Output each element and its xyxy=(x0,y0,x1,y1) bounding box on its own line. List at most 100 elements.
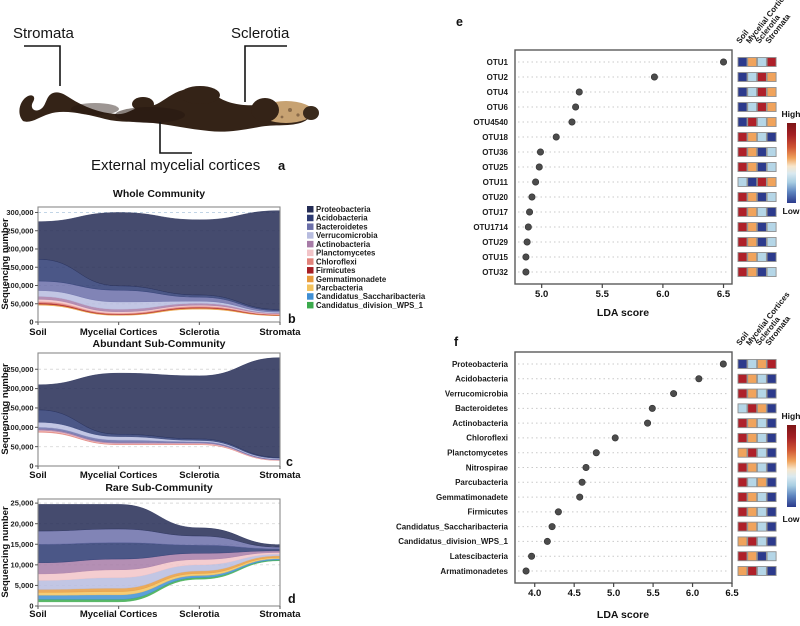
row-label: OTU32 xyxy=(482,268,508,277)
legend-label: Actinobacteria xyxy=(316,240,371,249)
legend-items: ProteobacteriaAcidobacteriaBacteroidetes… xyxy=(307,205,426,310)
heat-cell xyxy=(756,192,767,202)
heat-cell xyxy=(747,536,758,547)
row-label: Acidobacteria xyxy=(455,375,508,384)
legend-swatch xyxy=(307,206,314,213)
heat-cell xyxy=(756,359,767,369)
lda-dot xyxy=(611,434,619,442)
y-axis-label-d: Sequencing number xyxy=(0,506,11,598)
heat-cell xyxy=(766,521,777,532)
heat-cell xyxy=(756,102,767,112)
row-label: OTU18 xyxy=(482,133,508,142)
heat-cell xyxy=(766,373,777,384)
panel-d-chart: Rare Sub-Community Sequencing number d 0… xyxy=(0,482,301,620)
legend-label: Parcbacteria xyxy=(316,283,363,292)
colorbar xyxy=(787,425,796,507)
x-tick-label: 4.5 xyxy=(568,588,582,599)
legend-swatch xyxy=(307,240,314,248)
fungus-shade-1 xyxy=(115,107,185,123)
heat-cell xyxy=(747,72,758,82)
phyla-legend: ProteobacteriaAcidobacteriaBacteroidetes… xyxy=(307,205,426,310)
lda-dot xyxy=(522,268,530,276)
heat-cell xyxy=(747,117,758,127)
plot-border xyxy=(514,351,733,584)
heat-cell xyxy=(747,566,758,576)
row-label: Candidatus_division_WPS_1 xyxy=(398,537,508,546)
lda-dot xyxy=(578,478,586,486)
callout-line-sclerotia xyxy=(244,45,287,102)
chart-title-b: Whole Community xyxy=(113,188,205,200)
heat-cell xyxy=(766,267,777,277)
row-label: Bacteroidetes xyxy=(455,404,508,413)
heat-cell xyxy=(756,536,767,547)
heat-cell xyxy=(756,267,767,277)
sclerotia-speckle xyxy=(296,113,300,117)
y-axis-label-c: Sequencing number xyxy=(0,363,11,455)
heat-cell xyxy=(737,237,748,247)
heat-cell xyxy=(766,132,777,142)
stream-areas xyxy=(38,504,280,603)
heat-cell xyxy=(737,177,748,187)
x-category-label: Mycelial Cortices xyxy=(80,470,158,481)
x-category-label: Mycelial Cortices xyxy=(80,327,158,338)
stream-plot-c: 0 50,000 100,000 150,000 200,000 250,000 Soil M… xyxy=(6,352,301,481)
heat-cell xyxy=(756,551,767,562)
chart-title-c: Abundant Sub-Community xyxy=(93,338,226,350)
row-label: Actinobacteria xyxy=(452,419,508,428)
chart-title-d: Rare Sub-Community xyxy=(105,482,213,494)
heat-cell xyxy=(747,477,758,488)
panel-c-chart: Abundant Sub-Community Sequencing number… xyxy=(0,338,301,481)
heat-cell xyxy=(766,551,777,562)
lda-dot xyxy=(523,238,531,246)
heat-cell xyxy=(737,388,748,399)
heat-cell xyxy=(747,551,758,562)
y-tick-label: 100,000 xyxy=(6,423,33,432)
lda-dot xyxy=(670,390,678,398)
lda-dot xyxy=(522,567,530,575)
heat-cell xyxy=(766,162,777,172)
heat-cell xyxy=(766,57,777,67)
lda-dot xyxy=(522,253,530,261)
heat-cell xyxy=(737,447,748,458)
row-label: OTU4 xyxy=(487,88,509,97)
legend-label: Candidatus_division_WPS_1 xyxy=(316,301,424,310)
panel-f-chart: f LDA score High Low Proteobacteria Acido… xyxy=(396,290,800,621)
heat-cell xyxy=(766,192,777,202)
y-tick-label: 0 xyxy=(29,318,33,327)
heat-cell xyxy=(737,57,748,67)
plot-border xyxy=(37,206,281,323)
x-tick-label: 6.0 xyxy=(656,289,669,300)
panel-letter-d: d xyxy=(288,592,296,606)
row-label: Armatimonadetes xyxy=(440,567,508,576)
x-tick-label: 5.0 xyxy=(535,289,548,300)
y-tick-label: 15,000 xyxy=(11,540,34,549)
heat-cell xyxy=(766,87,777,97)
heat-cell xyxy=(747,102,758,112)
sclerotia-dark-edge xyxy=(251,98,279,122)
heat-cell xyxy=(766,462,777,473)
heat-cell xyxy=(737,359,748,369)
x-tick-label: 5.5 xyxy=(646,588,660,599)
heat-cell xyxy=(747,462,758,473)
heat-cell xyxy=(756,237,767,247)
area-Proteobacteria xyxy=(38,504,280,548)
heat-cell xyxy=(756,72,767,82)
label-stromata: Stromata xyxy=(13,25,75,42)
heat-cell xyxy=(747,237,758,247)
fungus-shade-2 xyxy=(71,103,119,115)
heat-cell xyxy=(756,388,767,399)
legend-label: Bacteroidetes xyxy=(316,222,368,231)
stream-plot-d: 0 5,000 10,000 15,000 20,000 25,000 Soil Myceli… xyxy=(11,498,301,620)
row-label: OTU15 xyxy=(482,253,508,262)
heat-cell xyxy=(766,102,777,112)
heat-cell xyxy=(747,506,758,517)
row-label: OTU25 xyxy=(482,163,508,172)
colorbar-low-label: Low xyxy=(783,514,800,524)
legend-swatch xyxy=(307,249,314,257)
x-tick-label: 6.5 xyxy=(717,289,731,300)
lda-dot xyxy=(536,148,544,156)
heat-cell xyxy=(756,117,767,127)
y-tick-label: 10,000 xyxy=(11,560,34,569)
heat-cell xyxy=(747,432,758,443)
heat-cell xyxy=(766,536,777,547)
